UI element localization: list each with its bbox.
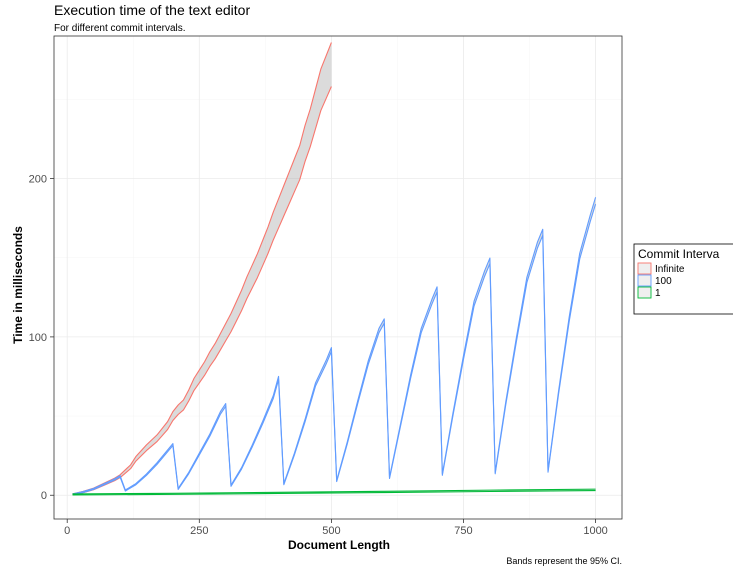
x-tick-label: 500 bbox=[322, 525, 340, 537]
series-line-infinite-upper bbox=[72, 42, 332, 495]
legend-key bbox=[637, 274, 652, 287]
chart-caption: Bands represent the 95% CI. bbox=[506, 556, 622, 566]
x-tick-label: 1000 bbox=[583, 525, 607, 537]
y-tick-label: 0 bbox=[41, 490, 47, 502]
legend-key bbox=[637, 286, 652, 299]
y-tick-label: 200 bbox=[29, 174, 47, 186]
y-axis-title: Time in milliseconds bbox=[11, 226, 25, 344]
series-line-1-lower bbox=[72, 490, 596, 496]
series-line-1-upper bbox=[72, 488, 596, 495]
x-tick-label: 750 bbox=[454, 525, 472, 537]
chart-subtitle: For different commit intervals. bbox=[54, 23, 186, 34]
plot-panel bbox=[53, 35, 623, 520]
ci-band-infinite bbox=[72, 42, 332, 495]
chart-title: Execution time of the text editor bbox=[54, 2, 250, 18]
x-tick-label: 0 bbox=[64, 525, 70, 537]
legend-label: Infinite bbox=[655, 264, 685, 275]
x-tick-label: 250 bbox=[190, 525, 208, 537]
legend-key bbox=[637, 262, 652, 275]
series-line-100-lower bbox=[72, 203, 597, 496]
legend-title: Commit Interva bbox=[638, 247, 720, 261]
series-line-infinite-lower bbox=[72, 86, 332, 496]
ci-band-100 bbox=[72, 197, 596, 495]
series-layer bbox=[72, 42, 597, 496]
y-tick-label: 100 bbox=[29, 332, 47, 344]
x-axis-ticks: 0 250 500 750 1000 bbox=[64, 519, 608, 537]
x-axis-title: Document Length bbox=[288, 538, 390, 552]
legend-label: 1 bbox=[655, 288, 661, 299]
series-line-100-upper bbox=[72, 197, 597, 495]
grid bbox=[54, 36, 622, 519]
y-axis-ticks: 0 100 200 bbox=[29, 174, 54, 502]
legend-label: 100 bbox=[655, 276, 672, 287]
